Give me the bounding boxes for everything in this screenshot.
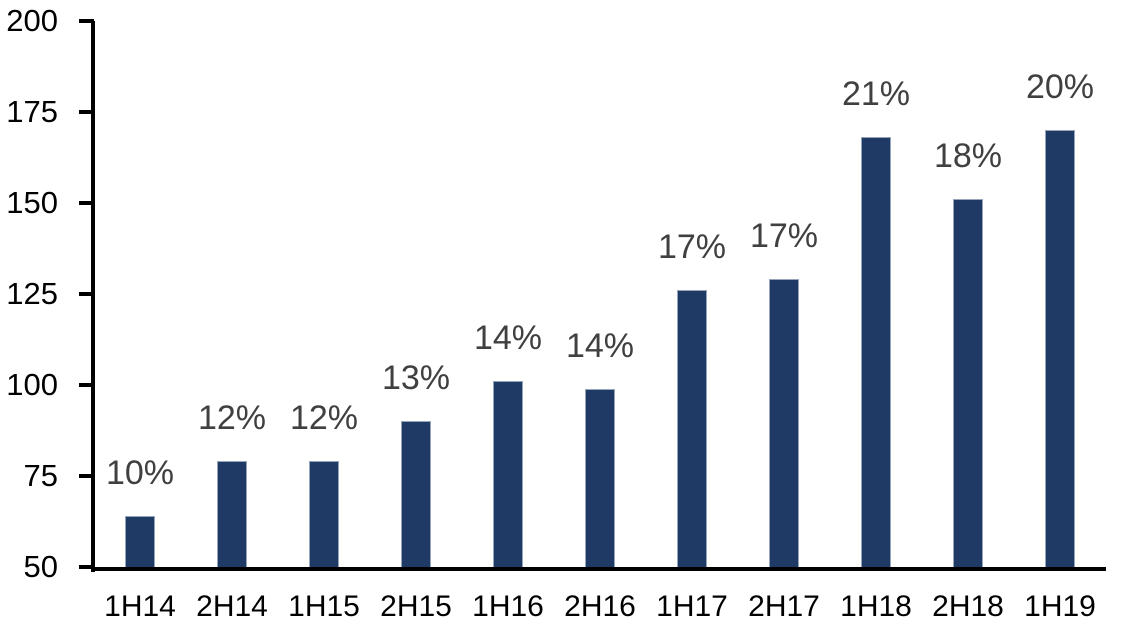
bar-value-label: 17% — [749, 217, 819, 256]
x-tick-label: 2H16 — [564, 590, 636, 623]
bar — [125, 516, 155, 567]
y-tick-mark — [79, 474, 94, 478]
bar — [769, 279, 799, 567]
y-tick-label: 75 — [23, 458, 58, 493]
y-tick-label: 200 — [6, 3, 58, 38]
x-tick-label: 2H15 — [380, 590, 452, 623]
y-tick-mark — [79, 201, 94, 205]
bar-value-label: 13% — [381, 359, 451, 398]
y-tick-mark — [79, 383, 94, 387]
bar — [677, 290, 707, 567]
bar-value-label: 14% — [473, 319, 543, 358]
x-tick-label: 1H19 — [1024, 590, 1096, 623]
x-tick-label: 1H14 — [104, 590, 176, 623]
bar — [585, 388, 615, 567]
bar — [953, 199, 983, 567]
bar-value-label: 17% — [657, 228, 727, 267]
x-tick-label: 2H18 — [932, 590, 1004, 623]
y-tick-label: 125 — [6, 276, 58, 311]
x-tick-label: 1H17 — [656, 590, 728, 623]
bar — [493, 381, 523, 567]
y-tick-mark — [79, 292, 94, 296]
x-tick-label: 1H18 — [840, 590, 912, 623]
bar-value-label: 18% — [933, 137, 1003, 176]
x-axis-line — [91, 567, 1106, 571]
bar — [401, 421, 431, 567]
x-tick-label: 1H16 — [472, 590, 544, 623]
y-axis-line — [91, 21, 95, 572]
y-tick-mark — [79, 565, 94, 569]
bar-value-label: 14% — [565, 326, 635, 365]
bar — [1045, 130, 1075, 567]
y-tick-label: 100 — [6, 367, 58, 402]
y-tick-label: 175 — [6, 94, 58, 129]
bar — [217, 461, 247, 567]
bar-value-label: 20% — [1025, 68, 1095, 107]
bar-value-label: 21% — [841, 75, 911, 114]
x-tick-label: 2H17 — [748, 590, 820, 623]
y-tick-mark — [79, 110, 94, 114]
bar-value-label: 12% — [289, 399, 359, 438]
y-tick-label: 50 — [23, 549, 58, 584]
x-tick-label: 2H14 — [196, 590, 268, 623]
x-tick-label: 1H15 — [288, 590, 360, 623]
bar — [309, 461, 339, 567]
y-tick-label: 150 — [6, 185, 58, 220]
bar — [861, 137, 891, 567]
bar-value-label: 10% — [105, 454, 175, 493]
bar-value-label: 12% — [197, 399, 267, 438]
y-tick-mark — [79, 19, 94, 23]
